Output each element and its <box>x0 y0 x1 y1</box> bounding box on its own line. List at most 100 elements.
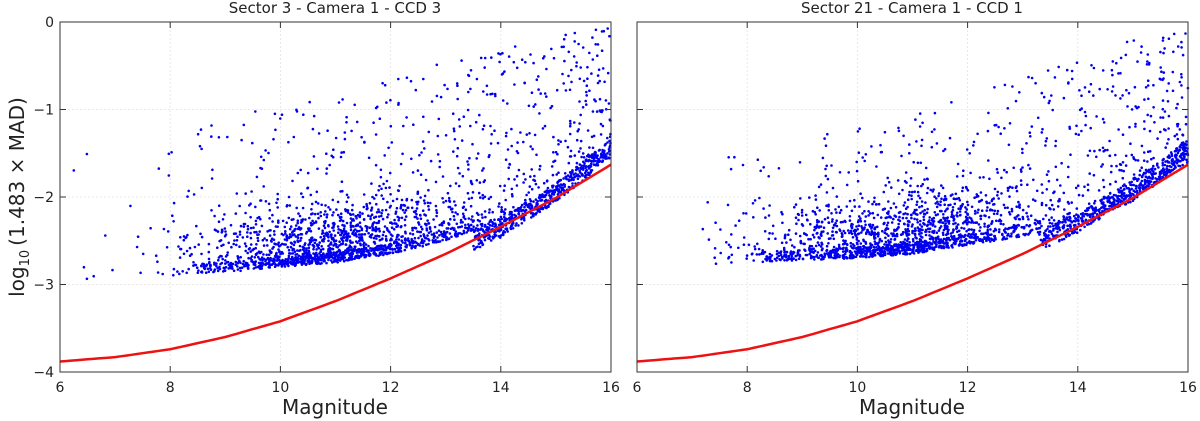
scatter-point <box>1087 202 1091 205</box>
scatter-point <box>550 47 553 51</box>
scatter-point <box>599 156 602 159</box>
scatter-point <box>1102 206 1106 209</box>
scatter-point <box>826 132 829 136</box>
scatter-point <box>457 118 461 121</box>
scatter-point <box>1051 108 1054 112</box>
scatter-point <box>991 209 994 212</box>
scatter-point <box>401 241 405 244</box>
scatter-point <box>355 217 358 220</box>
scatter-point <box>924 228 928 232</box>
scatter-point <box>863 209 866 213</box>
scatter-point <box>1014 99 1018 103</box>
scatter-point <box>816 251 820 254</box>
scatter-point <box>912 239 915 243</box>
scatter-point <box>291 247 295 251</box>
scatter-point <box>841 233 844 236</box>
scatter-point <box>926 207 929 211</box>
scatter-point <box>733 155 736 159</box>
scatter-point <box>892 232 895 235</box>
scatter-point <box>336 200 340 204</box>
scatter-point <box>421 244 425 248</box>
scatter-point <box>1141 185 1145 188</box>
scatter-point <box>232 269 236 273</box>
scatter-point <box>1119 56 1123 60</box>
scatter-point <box>320 262 323 265</box>
scatter-point <box>386 215 389 219</box>
scatter-point <box>419 196 422 199</box>
scatter-point <box>971 233 974 236</box>
scatter-point <box>601 67 605 70</box>
scatter-point <box>996 209 1000 213</box>
scatter-point <box>924 201 927 204</box>
scatter-point <box>780 210 783 214</box>
scatter-point <box>301 195 305 199</box>
scatter-point <box>579 66 582 69</box>
scatter-point <box>419 217 423 220</box>
scatter-point <box>575 138 579 142</box>
scatter-point <box>371 195 374 199</box>
scatter-point <box>188 246 192 250</box>
scatter-point <box>397 238 401 241</box>
scatter-point <box>533 179 537 182</box>
scatter-point <box>564 33 567 37</box>
scatter-point <box>1140 166 1143 169</box>
scatter-point <box>417 200 420 204</box>
scatter-point <box>933 111 937 115</box>
scatter-point <box>246 231 249 234</box>
scatter-point <box>333 234 337 237</box>
scatter-point <box>1089 126 1092 130</box>
scatter-point <box>1002 235 1006 239</box>
scatter-point <box>304 218 307 221</box>
scatter-point <box>1125 40 1129 44</box>
scatter-point <box>509 227 513 231</box>
scatter-point <box>859 242 863 245</box>
scatter-point <box>1102 195 1106 199</box>
scatter-point <box>933 211 937 214</box>
scatter-point <box>824 167 827 171</box>
scatter-point <box>607 156 611 160</box>
scatter-point <box>350 258 354 261</box>
scatter-point <box>1046 227 1049 231</box>
scatter-point <box>370 208 373 212</box>
scatter-point <box>983 214 986 217</box>
scatter-point <box>1027 233 1030 236</box>
scatter-point <box>268 266 272 269</box>
scatter-point <box>1056 221 1059 225</box>
scatter-point <box>575 64 578 68</box>
scatter-point <box>1041 127 1044 131</box>
scatter-point <box>343 225 346 228</box>
scatter-point <box>389 237 393 240</box>
scatter-point <box>391 234 394 238</box>
scatter-point <box>883 231 886 234</box>
scatter-point <box>942 149 945 153</box>
scatter-point <box>1067 202 1071 205</box>
scatter-point <box>1127 187 1130 190</box>
scatter-point <box>275 259 279 262</box>
scatter-point <box>327 236 330 239</box>
scatter-point <box>1053 76 1057 79</box>
scatter-point <box>886 176 889 180</box>
scatter-point <box>1107 195 1110 198</box>
scatter-point <box>497 52 500 55</box>
scatter-point <box>944 222 947 225</box>
scatter-point <box>334 136 338 140</box>
scatter-point <box>976 211 979 214</box>
scatter-point <box>943 203 946 206</box>
scatter-point <box>601 160 604 163</box>
scatter-point <box>411 226 414 230</box>
scatter-point <box>1044 229 1048 232</box>
scatter-point <box>185 271 188 275</box>
scatter-point <box>796 254 799 257</box>
scatter-point <box>752 216 755 219</box>
scatter-point <box>977 223 981 226</box>
scatter-point <box>413 211 417 214</box>
scatter-point <box>368 226 372 229</box>
scatter-point <box>857 239 860 243</box>
scatter-point <box>371 222 375 225</box>
scatter-point <box>603 80 606 84</box>
scatter-point <box>483 179 487 182</box>
scatter-point <box>964 206 967 209</box>
scatter-point <box>869 233 873 237</box>
scatter-point <box>316 167 319 171</box>
